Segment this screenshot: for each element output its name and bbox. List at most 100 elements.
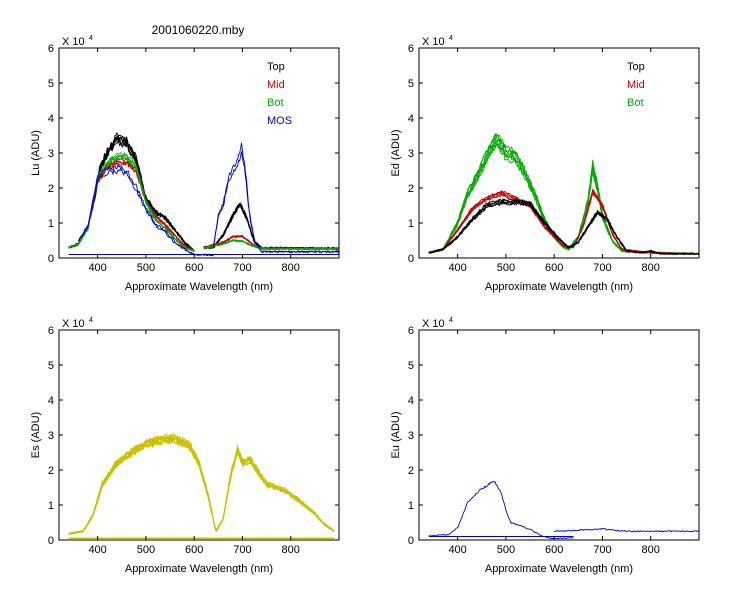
series-line-bot-0-0: [68, 157, 195, 252]
y-tick-label: 6: [408, 325, 414, 337]
x-tick-label: 600: [545, 544, 563, 556]
y-axis-label: Ed (ADU): [390, 129, 402, 176]
x-tick-label: 800: [642, 544, 660, 556]
series-line-bot-1-0: [68, 155, 195, 252]
x-tick-label: 800: [282, 262, 300, 274]
y-tick-label: 3: [408, 148, 414, 160]
y-tick-label: 1: [48, 218, 54, 230]
x-tick-label: 400: [88, 262, 106, 274]
y-tick-label: 4: [48, 113, 54, 125]
x-tick-label: 600: [185, 262, 203, 274]
scale-label: X 10: [62, 318, 85, 330]
legend-entry-mid: Mid: [267, 79, 285, 91]
x-tick-label: 400: [88, 544, 106, 556]
y-tick-label: 1: [408, 218, 414, 230]
y-tick-label: 3: [48, 148, 54, 160]
series-line-mid-1-0: [68, 160, 195, 252]
legend-entry-bot: Bot: [267, 97, 284, 109]
x-tick-label: 700: [233, 544, 251, 556]
series-line-es-7-0: [68, 433, 335, 535]
y-tick-label: 2: [48, 183, 54, 195]
x-tick-label: 800: [642, 262, 660, 274]
series-line-es-4-0: [68, 437, 335, 535]
series-line-bot-2-0: [68, 154, 195, 252]
x-axis-label: Approximate Wavelength (nm): [125, 563, 273, 575]
scale-exponent: 4: [449, 35, 453, 42]
scale-exponent: 4: [89, 35, 93, 42]
series-line-es-6-0: [68, 434, 335, 535]
series-line-top-4-0: [428, 198, 699, 255]
x-tick-label: 500: [497, 262, 515, 274]
series-line-bot-0-0: [428, 142, 699, 256]
series-line-mid-3-0: [68, 157, 195, 252]
x-tick-label: 700: [233, 262, 251, 274]
scale-label: X 10: [422, 36, 445, 48]
y-tick-label: 4: [408, 395, 414, 407]
series-line-mos-1-1: [213, 142, 339, 253]
x-axis-label: Approximate Wavelength (nm): [485, 563, 633, 575]
scale-label: X 10: [62, 36, 85, 48]
series-group: [428, 133, 699, 256]
series-line-bot-3-0: [68, 152, 195, 252]
plot-frame: [58, 47, 340, 259]
series-group: [428, 480, 699, 540]
y-tick-label: 6: [48, 43, 54, 55]
series-group: [68, 132, 339, 257]
legend-entry-top: Top: [627, 61, 645, 73]
figure-title: 2001060220.mby: [152, 23, 245, 37]
y-tick-label: 0: [408, 253, 414, 265]
y-tick-label: 5: [48, 78, 54, 90]
y-tick-label: 4: [408, 113, 414, 125]
scale-label: X 10: [422, 318, 445, 330]
series-line-bot-3-1: [203, 239, 339, 250]
y-tick-label: 0: [48, 253, 54, 265]
series-line-mos-1-0: [78, 163, 214, 257]
y-tick-label: 5: [408, 360, 414, 372]
chart-ed: 400 500 600 700 800 0 1 2 3 4 5 6 X 10 4 Approximate W…: [390, 35, 700, 293]
y-tick-label: 4: [48, 395, 54, 407]
series-line-bot-2-0: [428, 140, 699, 255]
series-line-eu-0-0: [428, 480, 574, 540]
x-tick-label: 700: [593, 262, 611, 274]
x-tick-label: 600: [545, 262, 563, 274]
series-line-top-4-1: [203, 204, 339, 250]
y-tick-label: 1: [408, 500, 414, 512]
x-axis-label: Approximate Wavelength (nm): [125, 281, 273, 293]
scale-exponent: 4: [449, 317, 453, 324]
x-tick-label: 500: [137, 262, 155, 274]
y-tick-label: 5: [408, 78, 414, 90]
plot-frame: [58, 329, 340, 541]
x-tick-label: 800: [282, 544, 300, 556]
x-tick-label: 700: [593, 544, 611, 556]
y-tick-label: 3: [48, 430, 54, 442]
chart-eu: 400 500 600 700 800 0 1 2 3 4 5 6 X 10 4 Approximate W…: [390, 317, 700, 575]
series-line-es-8-0: [68, 433, 335, 535]
series-line-es-1-0: [68, 438, 335, 535]
series-line-mid-0-0: [68, 161, 195, 252]
series-line-es-5-0: [68, 436, 335, 535]
series-line-top-1-0: [68, 138, 195, 252]
plot-frame: [418, 329, 700, 541]
y-tick-label: 5: [48, 360, 54, 372]
series-line-es-2-0: [68, 437, 335, 535]
x-tick-label: 500: [497, 544, 515, 556]
series-group: [68, 433, 335, 539]
y-axis-label: Es (ADU): [30, 412, 42, 458]
y-tick-label: 6: [408, 43, 414, 55]
series-line-top-1-1: [203, 203, 339, 251]
y-tick-label: 6: [48, 325, 54, 337]
y-tick-label: 0: [48, 535, 54, 547]
x-tick-label: 600: [185, 544, 203, 556]
y-tick-label: 2: [408, 183, 414, 195]
x-tick-label: 400: [448, 262, 466, 274]
series-line-es-3-0: [68, 436, 335, 535]
x-tick-label: 500: [137, 544, 155, 556]
legend-entry-bot: Bot: [627, 97, 644, 109]
series-line-bot-1-0: [428, 142, 699, 256]
y-tick-label: 3: [408, 430, 414, 442]
x-tick-label: 400: [448, 544, 466, 556]
chart-lu: 400 500 600 700 800 0 1 2 3 4 5 6 X 10 4 Approximate W…: [30, 35, 340, 293]
legend-entry-mid: Mid: [627, 79, 645, 91]
chart-es: 400 500 600 700 800 0 1 2 3 4 5 6 X 10 4 Approximate W…: [30, 317, 340, 575]
